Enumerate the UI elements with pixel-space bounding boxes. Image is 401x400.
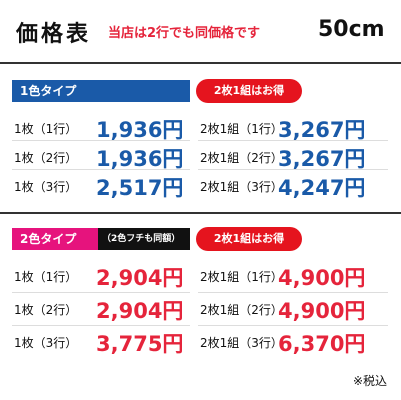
separator — [198, 169, 388, 170]
price: 3,267円 — [278, 118, 366, 142]
row-label: 1枚（2行） — [14, 303, 78, 317]
badge: 2色タイプ — [12, 228, 98, 250]
row-label: 2枚1組（1行） — [200, 270, 283, 284]
separator — [12, 169, 190, 170]
separator — [198, 140, 388, 141]
price: 2,904円 — [96, 266, 184, 290]
row-label: 1枚（1行） — [14, 270, 78, 284]
row-label: 1枚（1行） — [14, 122, 78, 136]
row-label: 2枚1組（3行） — [200, 180, 283, 194]
price: 4,900円 — [278, 266, 366, 290]
separator — [198, 292, 388, 293]
row-label: 1枚（2行） — [14, 151, 78, 165]
badge: 1色タイプ — [12, 80, 190, 102]
row-label: 1枚（3行） — [14, 180, 78, 194]
divider — [0, 212, 401, 214]
price: 3,267円 — [278, 147, 366, 171]
price: 4,247円 — [278, 176, 366, 200]
price: 2,517円 — [96, 176, 184, 200]
row-label: 2枚1組（2行） — [200, 151, 283, 165]
badge-note: （2色フチも同額） — [98, 228, 190, 250]
deal-badge: 2枚1組はお得 — [196, 227, 302, 251]
title: 価格表 — [16, 22, 92, 47]
price: 6,370円 — [278, 332, 366, 356]
separator — [12, 325, 190, 326]
separator — [198, 325, 388, 326]
price: 1,936円 — [96, 118, 184, 142]
row-label: 2枚1組（3行） — [200, 336, 283, 350]
divider — [0, 62, 401, 64]
separator — [12, 140, 190, 141]
separator — [12, 292, 190, 293]
footer: ※税込 — [352, 374, 387, 388]
deal-badge: 2枚1組はお得 — [196, 79, 302, 103]
note: 当店は2行でも同価格です — [108, 26, 261, 41]
price: 2,904円 — [96, 299, 184, 323]
row-label: 1枚（3行） — [14, 336, 78, 350]
row-label: 2枚1組（1行） — [200, 122, 283, 136]
price: 3,775円 — [96, 332, 184, 356]
price: 1,936円 — [96, 147, 184, 171]
size: 50cm — [318, 17, 385, 42]
price: 4,900円 — [278, 299, 366, 323]
row-label: 2枚1組（2行） — [200, 303, 283, 317]
